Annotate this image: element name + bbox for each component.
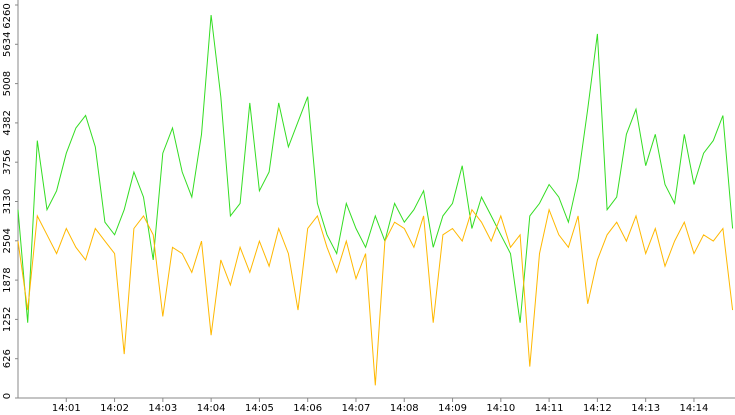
y-tick-label: 5008	[2, 71, 13, 96]
x-tick-label: 14:03	[148, 403, 177, 414]
x-tick-label: 14:12	[583, 403, 612, 414]
x-tick-label: 14:04	[197, 403, 226, 414]
y-tick-label: 0	[2, 393, 13, 399]
x-tick-label: 14:11	[535, 403, 564, 414]
y-tick-label: 3756	[2, 149, 13, 174]
x-tick-label: 14:13	[631, 403, 660, 414]
y-tick-label: 6260	[2, 3, 13, 28]
series-line	[17, 14, 734, 323]
x-tick-label: 14:07	[342, 403, 371, 414]
x-tick-label: 14:06	[293, 403, 322, 414]
x-tick-label: 14:08	[390, 403, 419, 414]
x-tick-label: 14:01	[52, 403, 81, 414]
y-tick-label: 1878	[2, 267, 13, 292]
y-tick-label: 3130	[2, 189, 13, 214]
x-tick-label: 14:14	[680, 403, 709, 414]
x-tick-label: 14:05	[245, 403, 274, 414]
series-line	[17, 207, 734, 386]
y-tick-label: 626	[2, 349, 13, 368]
y-tick-label: 4382	[2, 110, 13, 135]
y-tick-label: 5634	[2, 32, 13, 57]
y-tick-label: 1252	[2, 307, 13, 332]
x-tick-label: 14:10	[486, 403, 515, 414]
y-tick-label: 2504	[2, 228, 13, 253]
x-tick-label: 14:09	[438, 403, 467, 414]
x-tick-label: 14:02	[100, 403, 129, 414]
